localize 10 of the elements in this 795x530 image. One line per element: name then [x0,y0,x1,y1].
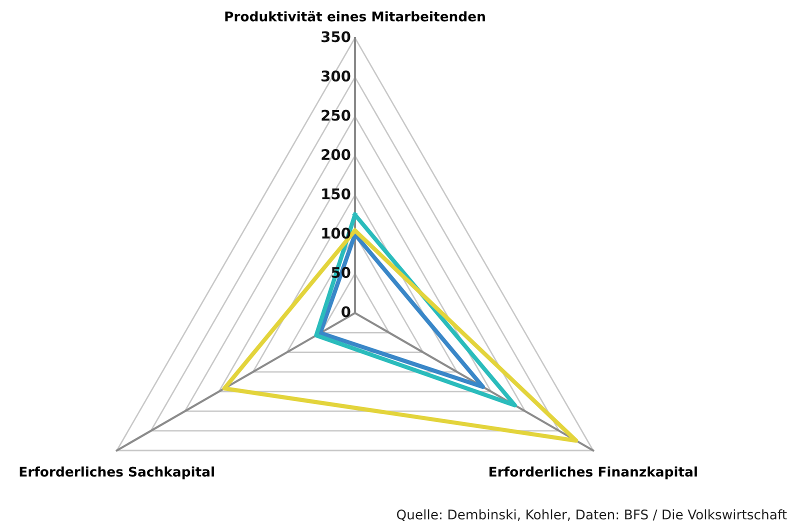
y-tick-label: 250 [322,110,350,121]
spoke-label: Erforderliches Sachkapital [20,466,214,480]
source-note: Quelle: Dembinski, Kohler, Daten: BFS / Die Volkswirtschaft [396,509,787,522]
spoke-label: Produktivität eines Mitarbeitenden [225,11,485,22]
y-tick-label: 200 [322,149,350,160]
y-tick-label: 150 [322,188,350,200]
y-tick-label: 300 [322,70,350,82]
y-tick-label: 0 [342,306,350,318]
y-tick-label: 350 [322,31,350,42]
spoke-label: Erforderliches Finanzkapital [490,466,697,480]
